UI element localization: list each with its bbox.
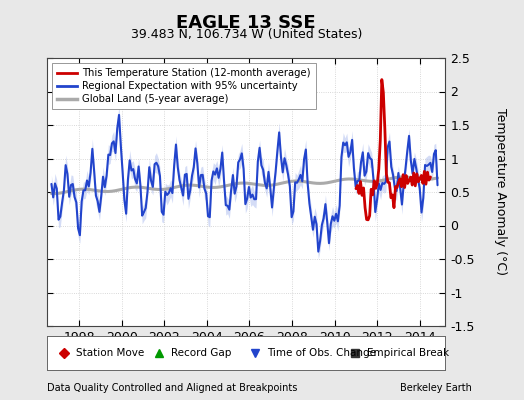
Text: Station Move: Station Move <box>76 348 144 358</box>
Text: Time of Obs. Change: Time of Obs. Change <box>267 348 376 358</box>
Text: Berkeley Earth: Berkeley Earth <box>400 383 472 393</box>
Text: Empirical Break: Empirical Break <box>367 348 449 358</box>
Text: EAGLE 13 SSE: EAGLE 13 SSE <box>177 14 316 32</box>
Text: Record Gap: Record Gap <box>171 348 232 358</box>
Y-axis label: Temperature Anomaly (°C): Temperature Anomaly (°C) <box>494 108 507 276</box>
Legend: This Temperature Station (12-month average), Regional Expectation with 95% uncer: This Temperature Station (12-month avera… <box>52 63 315 109</box>
Text: Data Quality Controlled and Aligned at Breakpoints: Data Quality Controlled and Aligned at B… <box>47 383 298 393</box>
Text: 39.483 N, 106.734 W (United States): 39.483 N, 106.734 W (United States) <box>130 28 362 41</box>
